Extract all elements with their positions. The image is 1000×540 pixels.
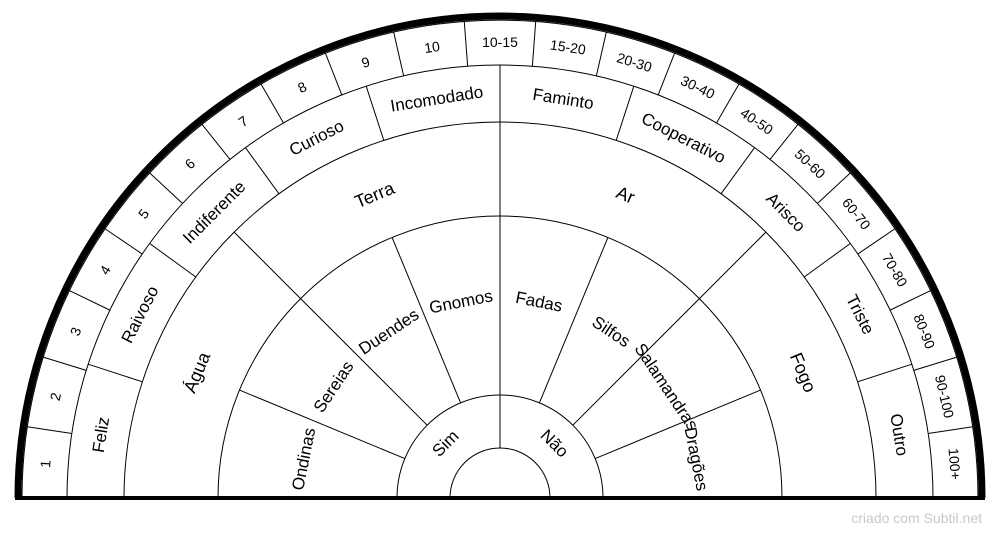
ring-boundary [449, 447, 551, 499]
ages-label: 100+ [946, 448, 964, 481]
ages-label: 60-70 [839, 195, 874, 233]
moods-label: Feliz [89, 416, 113, 454]
beings-divider [391, 237, 462, 404]
ages-divider [817, 172, 851, 204]
elements-label: Terra [352, 178, 398, 213]
ages-divider [769, 123, 799, 160]
elements-divider [233, 231, 301, 299]
ages-divider [889, 290, 931, 311]
chart-lines [14, 12, 986, 500]
ages-label: 30-40 [678, 72, 717, 102]
beings-label: Duendes [355, 305, 422, 359]
ages-label: 15-20 [549, 37, 587, 58]
ages-label: 20-30 [615, 49, 654, 75]
moods-divider [149, 243, 197, 278]
ages-divider [201, 123, 231, 160]
ages-divider [393, 31, 405, 76]
ages-label: 10-15 [482, 34, 518, 50]
beings-label: Salamandras [631, 340, 702, 434]
beings-divider [239, 389, 406, 460]
beings-divider [572, 298, 700, 426]
beings-label: Silfos [589, 312, 634, 351]
moods-label: Cooperativo [638, 109, 728, 168]
ages-divider [260, 83, 284, 124]
beings-label: Gnomos [428, 286, 495, 317]
ages-label: 90-100 [932, 373, 957, 419]
outer-border-arc [14, 12, 986, 499]
ages-divider [657, 52, 676, 96]
ages-divider [324, 52, 343, 96]
moods-divider [615, 86, 635, 141]
ages-divider [531, 21, 537, 67]
moods-divider [803, 243, 851, 278]
ages-label: 70-80 [879, 250, 911, 289]
ring-boundary [21, 19, 979, 499]
ages-label: 3 [67, 325, 85, 338]
ages-divider [69, 290, 111, 311]
moods-divider [365, 86, 385, 141]
ages-label: 80-90 [910, 312, 938, 351]
moods-label: Outro [886, 412, 911, 457]
ages-label: 4 [96, 262, 114, 277]
ages-label: 7 [235, 112, 251, 130]
moods-label: Incomodado [389, 82, 484, 115]
ages-label: 1 [37, 459, 54, 468]
beings-label: Fadas [514, 288, 564, 316]
moods-divider [245, 147, 280, 195]
ages-divider [857, 228, 896, 255]
beings-divider [594, 389, 761, 460]
ages-divider [149, 172, 183, 204]
ages-divider [928, 426, 973, 434]
moods-divider [720, 147, 755, 195]
center-label: Não [537, 426, 572, 461]
elements-label: Água [180, 348, 215, 395]
beings-divider [538, 237, 609, 404]
moods-label: Curioso [286, 116, 347, 160]
beings-label: Dragões [681, 426, 712, 493]
ages-label: 10 [423, 38, 441, 56]
ages-divider [913, 356, 957, 371]
ages-label: 6 [182, 155, 199, 172]
ages-label: 5 [135, 205, 152, 221]
moods-divider [857, 363, 912, 383]
moods-label: Faminto [531, 85, 595, 113]
ages-divider [43, 356, 87, 371]
moods-label: Triste [842, 292, 878, 338]
ages-divider [716, 83, 740, 124]
ages-label: 40-50 [738, 105, 777, 139]
ages-divider [463, 21, 469, 67]
credit-text: criado com Subtil.net [851, 510, 982, 526]
elements-divider [699, 231, 767, 299]
elements-label: Ar [613, 182, 637, 207]
moods-divider [88, 363, 143, 383]
ages-label: 8 [295, 78, 309, 96]
ages-label: 50-60 [792, 146, 829, 182]
moods-label: Arisco [762, 189, 809, 236]
beings-divider [300, 298, 428, 426]
elements-label: Fogo [786, 350, 820, 396]
ages-label: 9 [360, 53, 372, 71]
beings-label: Sereias [310, 358, 358, 416]
ages-divider [27, 426, 72, 434]
moods-label: Raivoso [118, 283, 163, 346]
ages-divider [595, 31, 607, 76]
ages-divider [104, 228, 143, 255]
center-label: Sim [428, 426, 462, 460]
ages-label: 2 [47, 391, 64, 402]
beings-label: Ondinas [288, 426, 319, 492]
